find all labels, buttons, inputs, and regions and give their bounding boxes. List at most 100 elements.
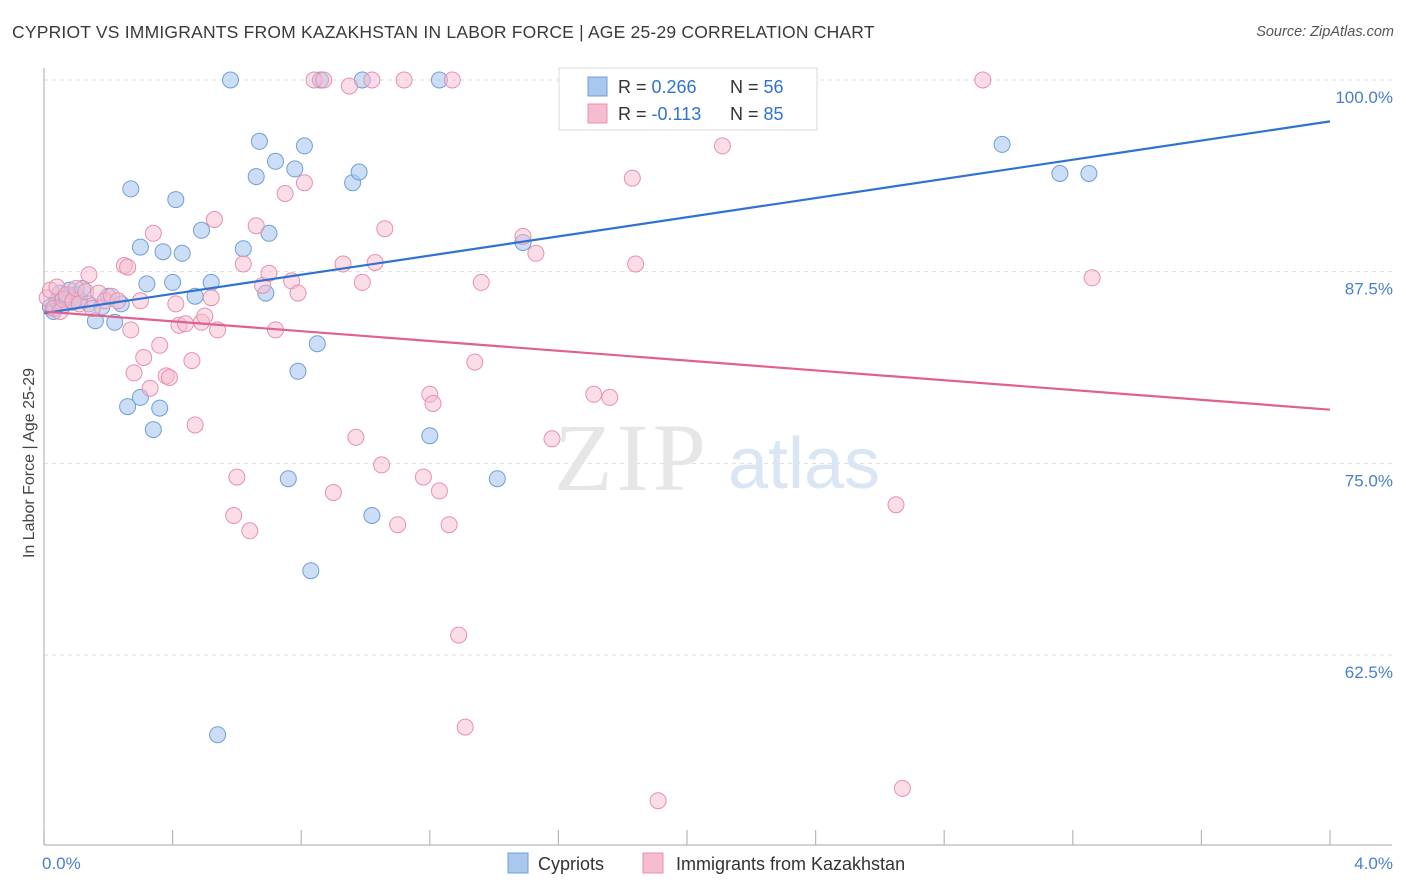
y-tick-label: 62.5% [1345,663,1393,682]
stats-box: R = 0.266 N = 56 R = -0.113 N = 85 [558,67,818,131]
kazakhstan-point [543,430,561,448]
stats-row: R = 0.266 [618,77,697,97]
kazakhstan-point [353,273,371,291]
legend-cypriots-swatch[interactable] [507,852,529,874]
kazakhstan-point [430,482,448,500]
kazakhstan-point [347,428,365,446]
kazakhstan-point [183,352,201,370]
legend-cypriots-label[interactable]: Cypriots [538,854,604,874]
kazakhstan-point [450,626,468,644]
cypriots-point [151,399,169,417]
kazakhstan-point [315,71,333,89]
kazakhstan-point [289,284,307,302]
stats-row-n: N = 56 [730,77,784,97]
cypriots-point [138,275,156,293]
cypriots-point [302,562,320,580]
kazakhstan-point [131,292,149,310]
cypriots-point [247,168,265,186]
cypriots-point [144,421,162,439]
kazakhstan-point [167,295,185,313]
kazakhstan-point [125,364,143,382]
kazakhstan-trend-line [43,310,1331,411]
x-tick-label: 4.0% [1354,854,1393,873]
kazakhstan-point [713,137,731,155]
kazakhstan-point [424,395,442,412]
cypriots-point [279,470,297,488]
kazakhstan-point [80,266,98,284]
cypriots-point [1080,165,1098,182]
kazakhstan-point [472,273,490,291]
cypriots-point [267,152,284,170]
cypriots-point [209,726,227,744]
kazakhstan-point [151,336,169,354]
kazakhstan-point [324,484,342,501]
legend-kazakhstan-swatch[interactable] [642,852,664,874]
cypriots-point [173,244,191,262]
kazakhstan-point [893,779,911,797]
kazakhstan-point [225,507,243,524]
cypriots-point [308,335,326,353]
kazakhstan-point [202,289,220,307]
legend-kazakhstan-label[interactable]: Immigrants from Kazakhstan [676,854,905,874]
y-tick-label: 75.0% [1345,471,1393,490]
cypriots-point [122,180,140,198]
kazakhstan-point [196,307,214,325]
cypriots-point [363,507,381,524]
cypriots-point [154,243,172,261]
cypriots-point [164,273,182,291]
kazakhstan-point [295,174,313,192]
cypriots-point [131,238,149,256]
axis-labels: 100.0% 87.5% 75.0% 62.5% 0.0% 4.0% In Labor Fo… [21,88,1393,873]
kazakhstan-point [627,255,645,273]
kazakhstan-point [205,211,223,228]
kazakhstan-point [363,71,381,89]
kazakhstan-point [234,255,252,273]
kazakhstan-point [456,718,474,736]
cypriots-point [193,221,210,239]
stats-row-n: N = 85 [730,104,784,124]
kazakhstan-point [276,185,294,202]
kazakhstan-point [649,792,667,810]
kazakhstan-point [135,349,153,366]
kazakhstan-point [974,71,992,89]
stats-row: R = -0.113 [618,104,701,124]
cypriots-point [295,137,313,155]
kazakhstan-point [623,169,641,187]
cypriots-point [250,132,268,150]
kazakhstan-point [228,468,246,486]
kazakhstan-point [247,217,265,235]
kazakhstan-point [527,244,545,262]
kazakhstan-point [440,516,458,534]
cypriots-point [488,470,506,488]
y-axis-label: In Labor Force | Age 25-29 [21,368,38,558]
data-points [38,71,1101,810]
x-tick-label: 0.0% [42,854,81,873]
cypriots-point [289,362,307,380]
cypriots-trend-line [43,120,1331,315]
kazakhstan-point [414,468,432,486]
y-tick-label: 100.0% [1335,88,1393,107]
watermark-zip: ZIP [554,404,710,511]
kazakhstan-point [141,379,159,397]
legend: Cypriots Immigrants from Kazakhstan [507,852,905,874]
cypriots-point [1051,165,1069,182]
kazakhstan-point [122,321,140,339]
kazakhstan-point [443,71,461,89]
kazakhstan-point [340,77,358,95]
trend-lines [43,120,1331,411]
cypriots-point [993,135,1011,153]
kazakhstan-point [376,220,394,238]
y-tick-label: 87.5% [1345,280,1393,299]
cypriots-swatch [587,76,608,97]
kazakhstan-swatch [587,103,608,124]
kazakhstan-point [389,516,407,534]
watermark: ZIP atlas [554,404,880,511]
kazakhstan-point [260,264,278,282]
axes [43,68,1392,846]
source-credit: Source: ZipAtlas.com [1256,24,1394,40]
kazakhstan-point [601,388,619,406]
kazakhstan-point [119,258,137,276]
kazakhstan-point [144,224,162,242]
cypriots-point [222,71,239,89]
